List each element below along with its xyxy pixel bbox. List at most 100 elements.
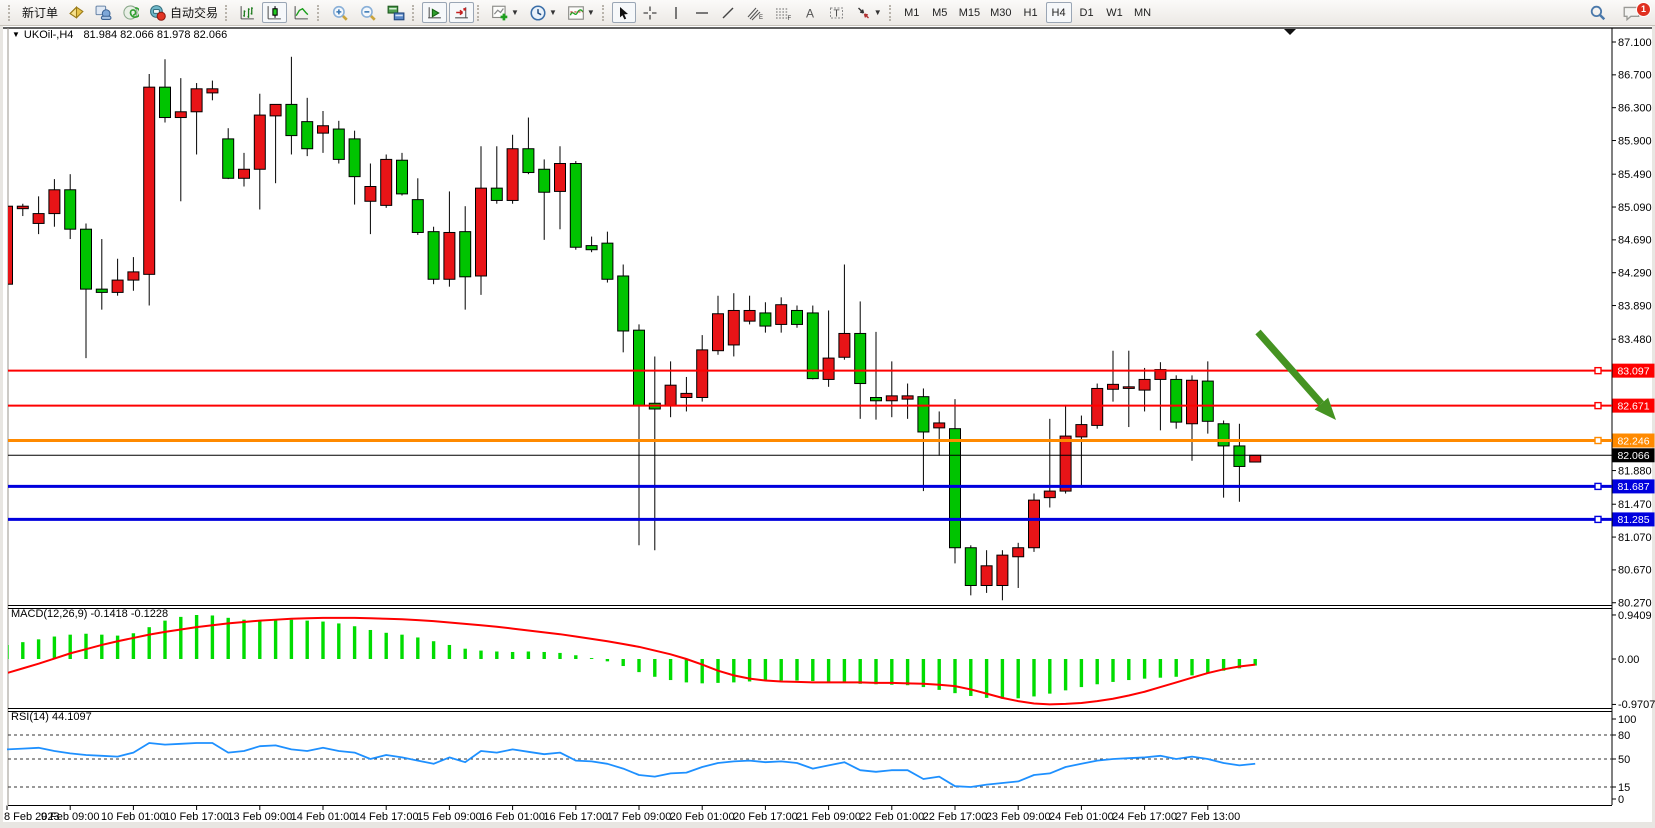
time-axis-label: 10 Feb 01:00 <box>101 811 166 823</box>
timeframe-H1[interactable]: H1 <box>1018 2 1044 23</box>
accounts-icon[interactable] <box>91 2 116 23</box>
candle <box>822 310 835 387</box>
new-chart-button[interactable]: ▼ <box>487 2 523 23</box>
line-chart-icon[interactable] <box>289 2 314 23</box>
trendline-icon[interactable] <box>716 2 740 23</box>
tile-windows-icon[interactable] <box>383 2 409 23</box>
cursor-icon[interactable] <box>611 2 636 23</box>
period-button[interactable]: ▼ <box>525 2 561 23</box>
chart-canvas[interactable]: 83.09782.67182.24682.06681.68781.28587.1… <box>0 26 1655 828</box>
zoom-in-icon[interactable] <box>327 2 353 23</box>
equidistant-channel-icon[interactable]: E <box>742 2 768 23</box>
candle <box>111 258 124 296</box>
candle-body-down <box>64 189 77 230</box>
notifications-button[interactable]: 1 <box>1618 1 1651 24</box>
macd-signal-line <box>8 616 1256 706</box>
candle <box>1107 350 1119 402</box>
clock-icon <box>530 4 546 21</box>
candle <box>1028 493 1040 552</box>
candle <box>411 178 424 235</box>
macd-axis-label: -0.9707 <box>1618 699 1655 711</box>
price-badge-rect <box>1612 363 1655 378</box>
price-axis-label: 84.290 <box>1618 268 1652 280</box>
line-end-marker <box>1594 401 1602 410</box>
candle <box>1122 350 1135 428</box>
auto-scroll-icon[interactable] <box>422 2 448 23</box>
text-label-icon[interactable]: A <box>798 2 822 23</box>
candle-body-up <box>885 395 898 402</box>
time-axis-label: 14 Feb 01:00 <box>291 811 356 823</box>
candle <box>1249 454 1262 463</box>
timeframe-M5[interactable]: M5 <box>927 2 953 23</box>
price-axis-label: 80.670 <box>1618 565 1652 577</box>
collapse-caret-icon[interactable]: ▼ <box>12 30 20 39</box>
price-axis-label: 83.890 <box>1618 300 1652 312</box>
candle <box>332 120 345 164</box>
horizontal-line-icon[interactable] <box>690 2 714 23</box>
timeframe-M1[interactable]: M1 <box>899 2 925 23</box>
search-icon[interactable] <box>1585 3 1611 24</box>
candle-body-up <box>1186 379 1198 425</box>
candle <box>775 297 788 333</box>
arrows-tool-button[interactable]: ▼ <box>851 2 886 23</box>
time-axis-label: 8 Feb 2023 <box>4 811 60 823</box>
timeframe-M15[interactable]: M15 <box>955 2 984 23</box>
svg-text:F: F <box>787 16 791 21</box>
candle-body-down <box>411 199 424 233</box>
candle-body-down <box>1170 378 1183 423</box>
toolbar-group-zoom <box>315 1 410 25</box>
svg-text:E: E <box>759 15 763 21</box>
crosshair-icon[interactable] <box>638 2 662 23</box>
candle-body-down <box>222 138 235 179</box>
fibonacci-icon[interactable]: F <box>770 2 796 23</box>
candle-body-up <box>127 271 140 281</box>
vertical-line-icon[interactable] <box>664 2 688 23</box>
candle <box>585 236 598 253</box>
candle-body-up <box>996 554 1009 587</box>
svg-text:T: T <box>833 8 839 19</box>
new-order-button[interactable]: 新订单 <box>18 2 62 23</box>
candle-body-up <box>1028 499 1040 549</box>
candle-body-up <box>253 114 266 170</box>
price-axis[interactable]: 87.100 86.700 86.300 85.900 85.490 85.090 84.6… <box>1612 37 1652 610</box>
candle <box>727 293 740 357</box>
candle-body-up <box>174 111 187 119</box>
trend-arrow[interactable] <box>1255 329 1336 420</box>
candle-body-up <box>680 392 693 398</box>
market-watch-icon[interactable] <box>64 2 89 23</box>
candle-body-down <box>806 312 819 380</box>
candle <box>16 203 29 217</box>
candle-body-down <box>601 242 614 280</box>
timeframe-M30[interactable]: M30 <box>986 2 1015 23</box>
candle <box>159 59 171 123</box>
rsi-axis-label: 100 <box>1618 714 1636 726</box>
bar-chart-icon[interactable] <box>235 2 260 23</box>
candle <box>475 146 487 295</box>
candle-body-up <box>380 158 393 206</box>
dropdown-caret-icon: ▼ <box>873 8 882 17</box>
price-badge-81.285: 81.285 <box>1612 512 1655 527</box>
candle <box>996 550 1009 601</box>
price-axis-label: 85.900 <box>1618 135 1652 147</box>
macd-axis-label: 0.9409 <box>1618 610 1652 622</box>
indicators-button[interactable]: ▼ <box>563 2 599 23</box>
auto-trading-button[interactable]: 自动交易 <box>145 2 222 23</box>
time-axis-label: 16 Feb 01:00 <box>480 811 545 823</box>
timeframe-D1[interactable]: D1 <box>1074 2 1100 23</box>
candle <box>1186 375 1198 461</box>
text-box-icon[interactable]: T <box>824 2 849 23</box>
candlestick-chart-icon[interactable] <box>262 2 288 23</box>
price-badge-text: 82.066 <box>1617 450 1649 462</box>
timeframe-W1[interactable]: W1 <box>1102 2 1128 23</box>
zoom-out-icon[interactable] <box>355 2 381 23</box>
candle <box>1075 415 1088 488</box>
chart-shift-icon[interactable] <box>449 2 475 23</box>
candle-body-up <box>822 357 835 380</box>
timeframe-H4[interactable]: H4 <box>1045 2 1072 23</box>
toolbar-group-objects: ▼ ▼ ▼ <box>475 1 600 25</box>
signals-icon[interactable] <box>118 2 143 23</box>
price-badge-82.066: 82.066 <box>1612 448 1655 463</box>
svg-text:A: A <box>806 6 814 20</box>
timeframe-MN[interactable]: MN <box>1130 2 1156 23</box>
